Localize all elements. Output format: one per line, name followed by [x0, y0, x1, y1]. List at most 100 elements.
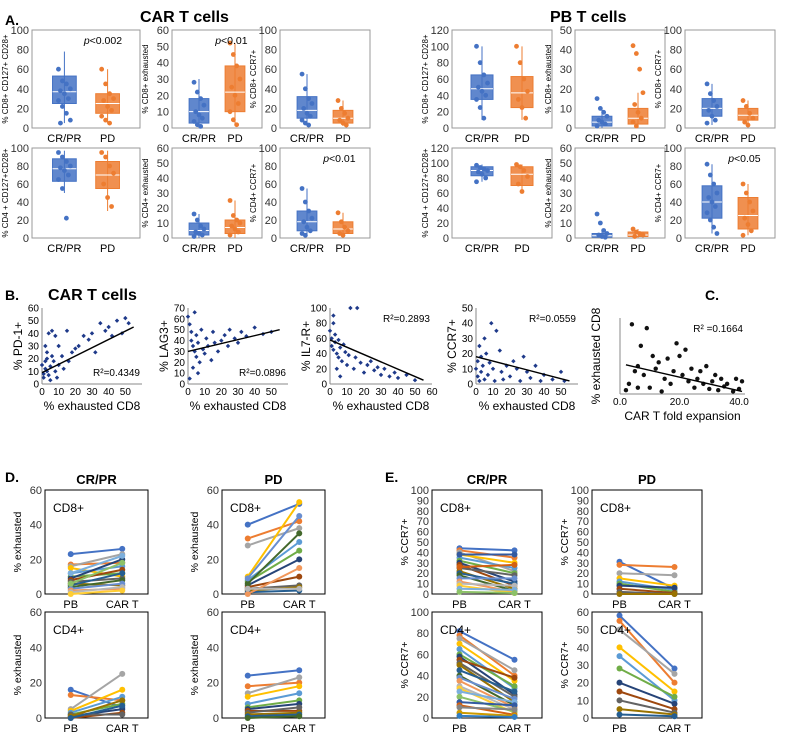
data-point: [191, 211, 197, 217]
x-category-0: CR/PR: [695, 243, 729, 255]
data-point: [49, 328, 55, 333]
data-point: [41, 371, 46, 377]
data-point: [190, 365, 196, 370]
pair-point-pb: [456, 646, 463, 653]
data-point: [43, 343, 48, 349]
pair-point-pb: [616, 591, 623, 597]
pair-point-cart: [511, 674, 518, 681]
y-tick-1: 20: [316, 364, 328, 375]
data-point: [191, 234, 197, 239]
pair-line: [70, 572, 123, 587]
data-point: [227, 198, 233, 203]
data-point: [227, 40, 233, 46]
paired-d1-ytick-0: 0: [36, 589, 42, 601]
data-point: [219, 338, 224, 343]
pair-point-pb: [67, 591, 74, 597]
pair-point-cart: [119, 570, 126, 577]
pair-point-cart: [511, 683, 518, 690]
box-a6-ytick-5: 100: [259, 143, 277, 155]
paired-e1-ytick-6: 60: [417, 527, 429, 539]
paired-d4-ytick-0: 0: [213, 713, 219, 725]
box-a2-ytick-3: 30: [157, 74, 169, 86]
pair-point-pb: [456, 712, 463, 719]
paired-d3-ytick-0: 0: [36, 713, 42, 725]
data-point: [105, 195, 110, 200]
data-point: [714, 190, 720, 196]
pair-point-cart: [511, 582, 518, 589]
data-point: [742, 119, 748, 125]
box-a2-ytick-0: 0: [163, 123, 169, 135]
data-point: [190, 343, 196, 349]
data-point: [521, 354, 526, 359]
pair-line: [247, 711, 300, 716]
data-point: [43, 366, 48, 371]
data-point: [198, 96, 204, 101]
data-point: [56, 98, 61, 103]
subset-label: CD4+: [440, 623, 471, 637]
pair-line: [459, 701, 515, 707]
x-category-1: PD: [630, 133, 645, 145]
pair-line: [70, 699, 123, 718]
box-a11-ytick-0: 0: [566, 233, 572, 245]
data-point: [479, 88, 485, 94]
data-point: [44, 356, 50, 361]
plot-frame: [279, 147, 371, 239]
pair-point-cart: [671, 584, 678, 591]
data-point: [492, 378, 497, 384]
p-value-annotation: p<0.05: [727, 153, 761, 165]
x-tick-1: 10: [487, 387, 499, 398]
paired-d4-ytick-1: 20: [207, 678, 219, 690]
data-point: [339, 359, 345, 364]
box-a3-ylabel: % CD8+ CCR7+: [249, 49, 258, 108]
data-point: [507, 374, 513, 379]
paired-d1-ytick-2: 40: [30, 520, 42, 532]
data-point: [709, 113, 715, 119]
data-point: [479, 171, 485, 177]
box-a10-ytick-0: 0: [443, 233, 449, 245]
pair-point-pb: [616, 679, 623, 686]
paired-d3-ytick-3: 60: [30, 607, 42, 619]
chart-a11: 0 10 20 30 40 50 60 % CD4+ exhausted CR/PR PD: [544, 143, 666, 255]
pair-point-cart: [511, 547, 518, 554]
data-point: [638, 115, 644, 121]
y-tick-1: 10: [28, 367, 40, 378]
y-tick-6: 60: [28, 304, 40, 315]
pair-point-cart: [671, 679, 678, 686]
pair-line: [619, 699, 675, 714]
paired-e1-ytick-5: 50: [417, 537, 429, 549]
data-point: [475, 84, 481, 90]
data-point: [198, 223, 204, 229]
r-squared-label: R²=0.2893: [383, 314, 430, 325]
data-point: [662, 376, 667, 381]
pair-point-pb: [456, 628, 463, 635]
pair-line: [459, 658, 515, 679]
box-a11-ytick-6: 60: [560, 143, 572, 155]
data-point: [659, 389, 664, 394]
data-point: [692, 385, 697, 390]
data-point: [98, 321, 103, 326]
subset-label: CD8+: [600, 501, 631, 515]
data-point: [750, 115, 756, 121]
x-tick-6: 60: [426, 387, 438, 398]
data-point: [306, 96, 312, 101]
data-point: [56, 177, 61, 182]
paired-e2-ytick-6: 60: [577, 527, 589, 539]
pair-point-pb: [616, 697, 623, 704]
pair-line: [247, 549, 300, 583]
data-point: [747, 199, 753, 205]
box-a4-ytick-4: 80: [17, 161, 29, 173]
pair-point-pb: [67, 692, 74, 699]
data-point: [683, 347, 688, 352]
paired-e2-ytick-3: 30: [577, 558, 589, 570]
pair-line: [458, 653, 516, 688]
data-point: [604, 231, 610, 236]
y-tick-5: 50: [462, 304, 474, 315]
data-point: [525, 174, 530, 179]
subset-label: CD8+: [230, 501, 261, 515]
data-point: [521, 76, 527, 82]
pair-line: [459, 582, 515, 587]
data-point: [53, 369, 58, 374]
pair-point-pb: [244, 715, 251, 721]
data-point: [474, 179, 479, 185]
